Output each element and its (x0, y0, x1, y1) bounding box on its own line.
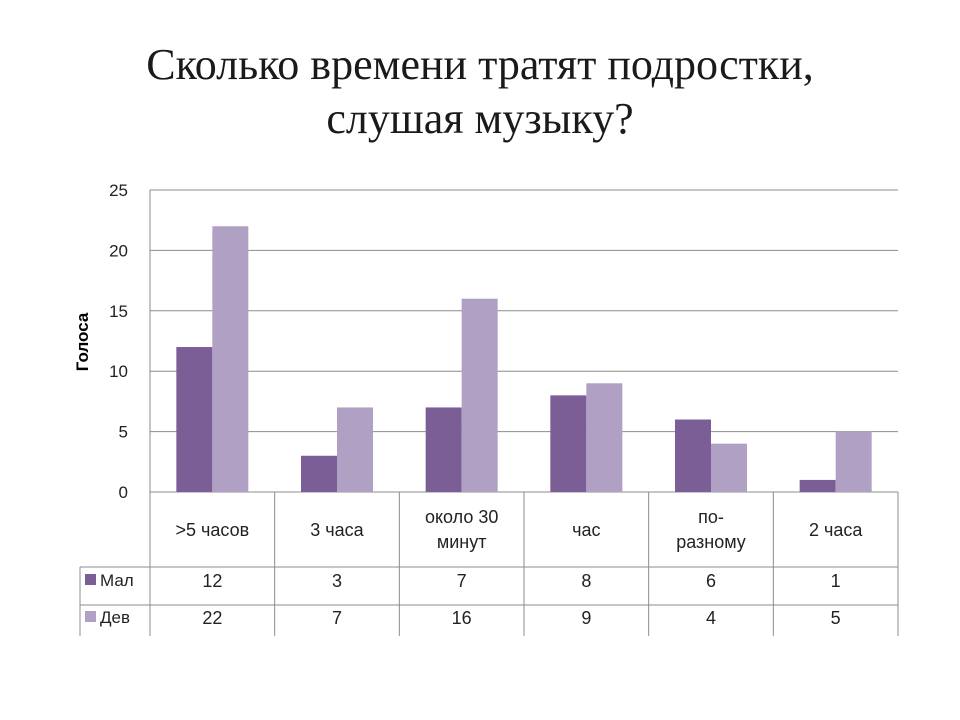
table-value: 5 (831, 608, 841, 628)
table-value: 12 (202, 571, 222, 591)
table-value: 16 (452, 608, 472, 628)
table-value: 1 (831, 571, 841, 591)
bar-Мал-5 (799, 479, 836, 492)
bars (176, 226, 872, 493)
y-axis-ticks: 0 5 10 15 20 25 (109, 181, 128, 502)
bar-Дев-1 (337, 407, 373, 492)
data-table: >5 часов 3 часа около 30 минут час по-разному… (79, 492, 899, 636)
bar-Мал-2 (425, 407, 462, 492)
gridlines (149, 189, 898, 493)
category-label: разному (676, 532, 746, 552)
legend-swatch-Мал (85, 574, 96, 585)
category-label: 3 часа (310, 520, 364, 540)
category-label: около 30 (425, 507, 498, 527)
legend-swatch-Дев (85, 611, 96, 622)
table-value: 22 (202, 608, 222, 628)
bar-Дев-3 (586, 383, 623, 492)
category-label: 2 часа (809, 520, 863, 540)
bar-Дев-5 (835, 431, 872, 492)
y-tick-label: 0 (119, 483, 128, 502)
category-label: час (572, 520, 600, 540)
table-value: 8 (581, 571, 591, 591)
bar-Мал-0 (176, 347, 213, 492)
category-label: >5 часов (175, 520, 249, 540)
table-value: 7 (332, 608, 342, 628)
table-value: 3 (332, 571, 342, 591)
bar-Дев-4 (711, 443, 747, 492)
y-tick-label: 20 (109, 241, 128, 260)
legend-label: Мал (100, 571, 134, 590)
slide-title: Сколько времени тратят подростки, слушая… (0, 38, 960, 146)
y-axis-label: Голоса (73, 312, 92, 371)
table-value: 4 (706, 608, 716, 628)
table-value: 9 (581, 608, 591, 628)
y-tick-label: 5 (119, 423, 128, 442)
table-value: 7 (457, 571, 467, 591)
bar-Мал-4 (675, 419, 711, 492)
legend-label: Дев (100, 608, 130, 627)
y-tick-label: 25 (109, 181, 128, 200)
bar-Дев-0 (212, 226, 249, 493)
category-label: минут (437, 532, 487, 552)
bar-Мал-1 (301, 455, 337, 492)
title-line-2: слушая музыку? (326, 94, 634, 143)
bar-Дев-2 (461, 298, 498, 492)
title-line-1: Сколько времени тратят подростки, (146, 40, 814, 89)
category-label: по- (698, 507, 724, 527)
table-value: 6 (706, 571, 716, 591)
y-tick-label: 10 (109, 362, 128, 381)
y-tick-label: 15 (109, 302, 128, 321)
bar-Мал-3 (550, 395, 587, 492)
